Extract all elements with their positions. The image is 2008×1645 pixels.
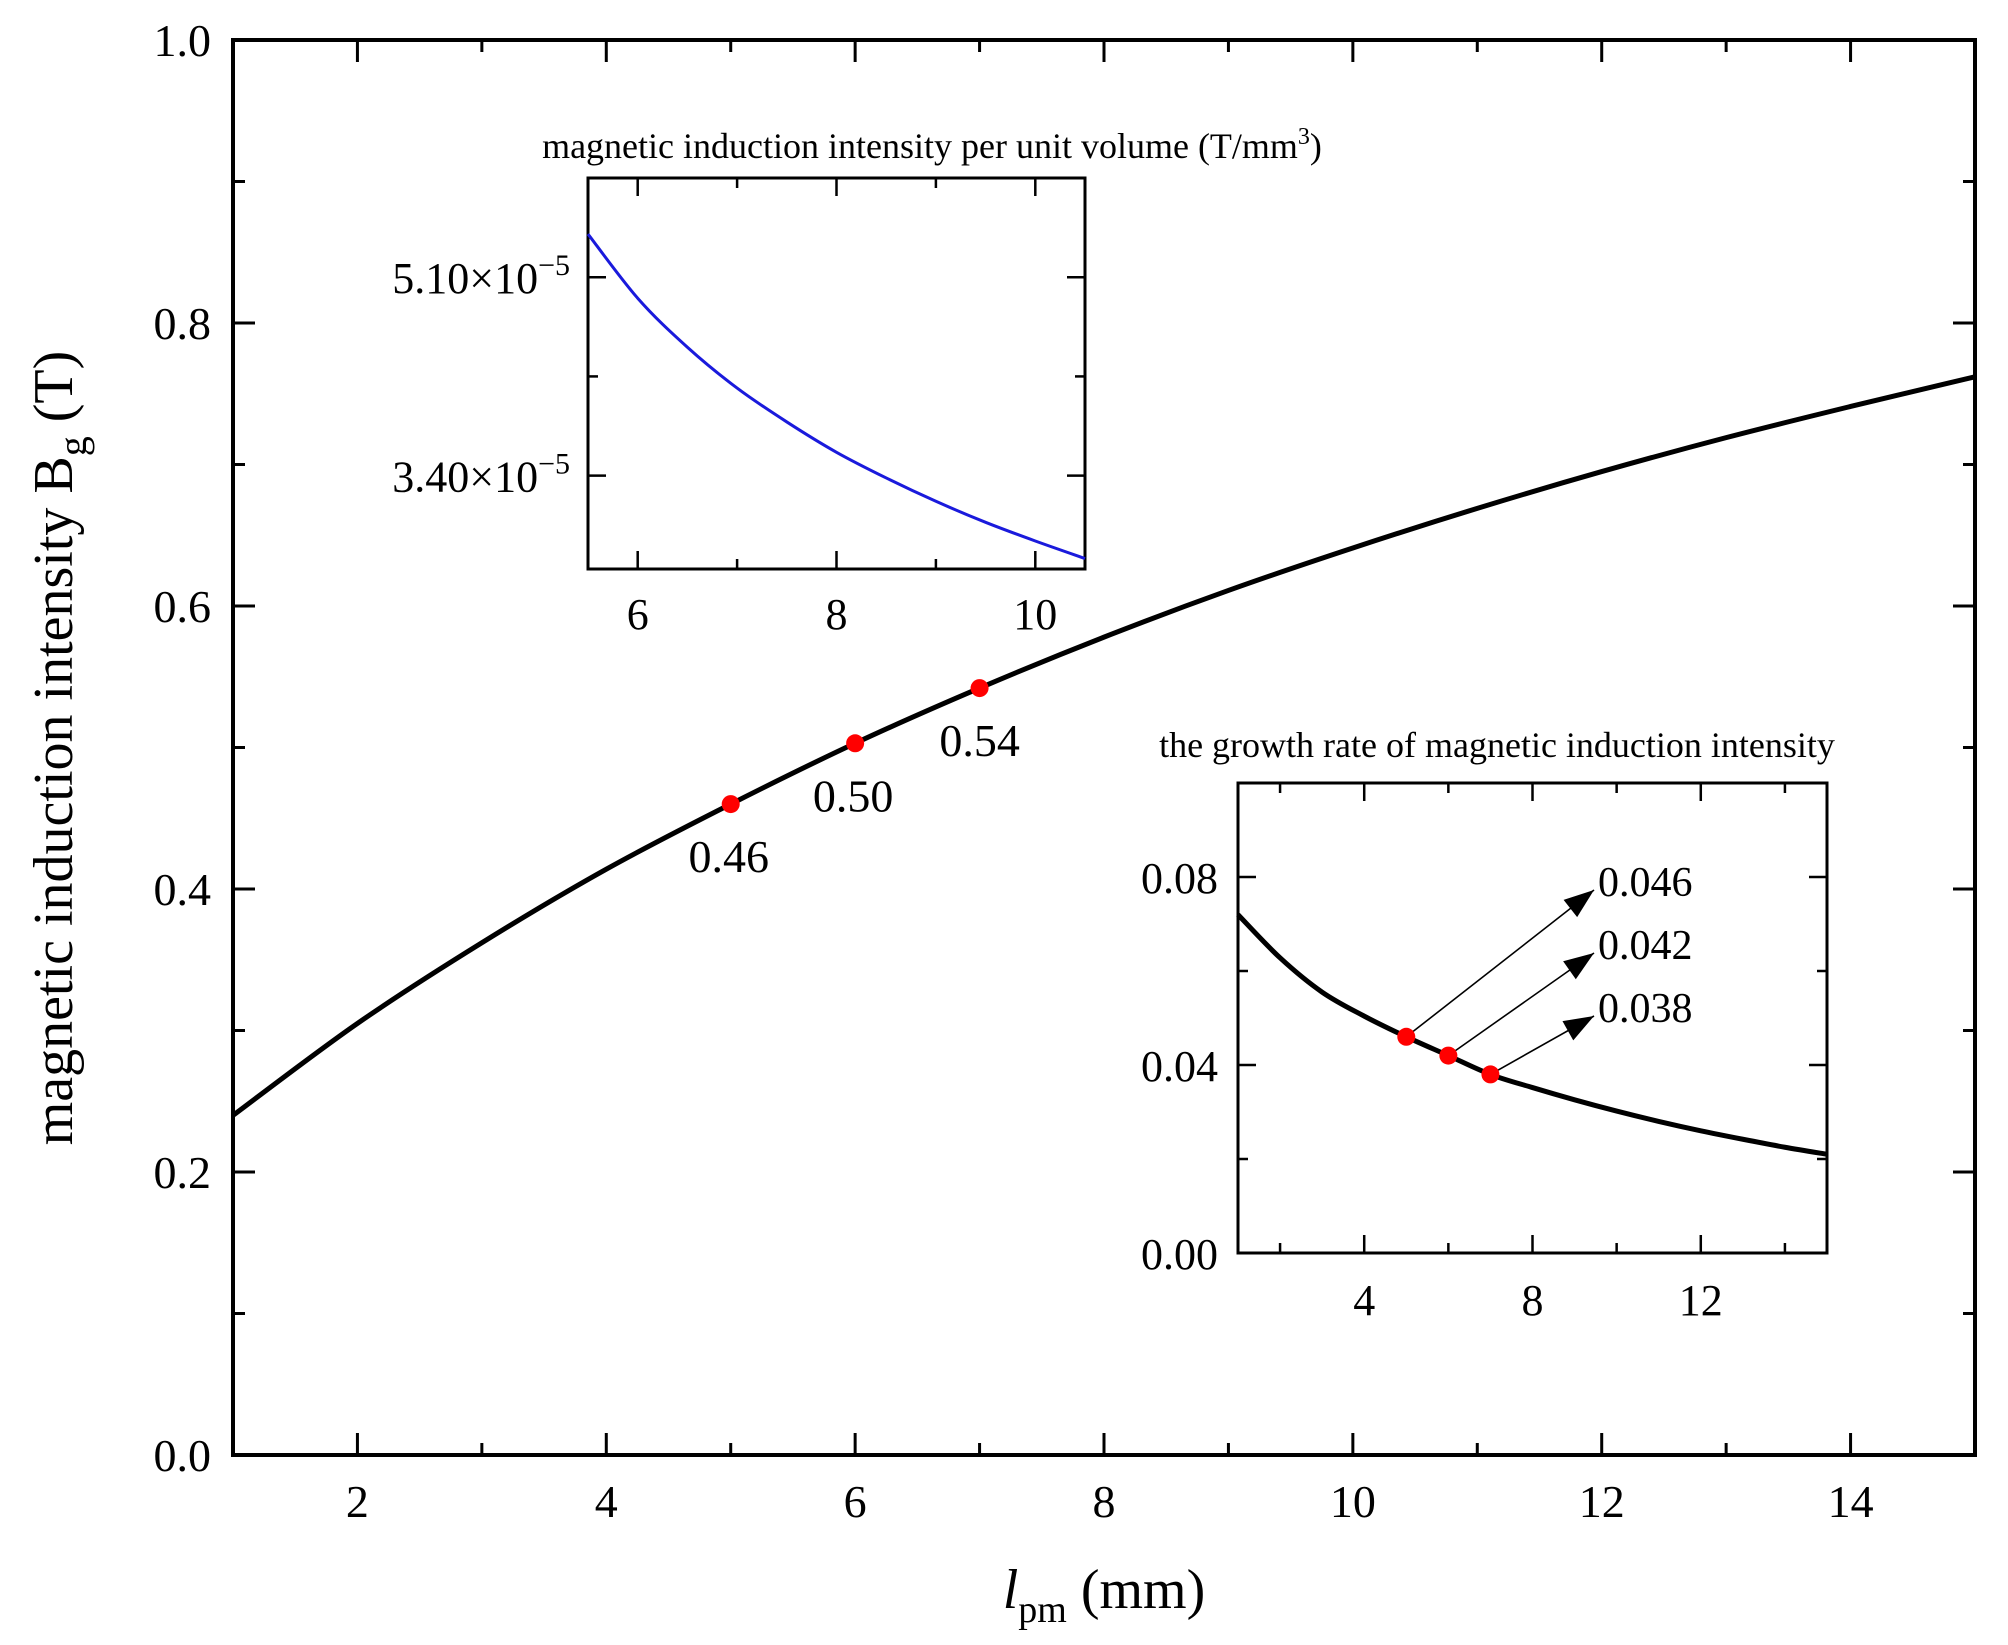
main-x-tick-label: 2 xyxy=(346,1476,369,1527)
x-axis-subscript: pm xyxy=(1018,1589,1067,1631)
main-series-line xyxy=(231,374,1976,1118)
main-x-tick-label: 10 xyxy=(1330,1476,1376,1527)
annotation-arrow-label: 0.046 xyxy=(1598,860,1693,906)
inset-volume-title-text: magnetic induction intensity per unit vo… xyxy=(542,126,1298,166)
main-x-tick-label: 6 xyxy=(844,1476,867,1527)
inset-growth-y-tick-label: 0.00 xyxy=(1141,1230,1218,1279)
main-x-tick-labels: 2 4 6 8 10 12 14 xyxy=(346,1476,1874,1527)
x-axis-variable: l xyxy=(1003,1559,1019,1621)
inset-volume-y-tick-label: 5.10×10−5 xyxy=(392,249,570,303)
main-marker-point xyxy=(846,734,865,753)
inset-growth-y-tick-label: 0.04 xyxy=(1141,1042,1218,1091)
main-marker-label: 0.46 xyxy=(688,831,769,882)
main-y-tick-label: 0.6 xyxy=(154,581,212,632)
main-x-tick-label: 14 xyxy=(1828,1476,1874,1527)
inset-growth-y-tick-labels: 0.00 0.04 0.08 xyxy=(1141,854,1218,1279)
inset-growth-frame xyxy=(1236,781,1829,1255)
inset-growth-series-line xyxy=(1236,912,1828,1157)
main-y-tick-label: 0.0 xyxy=(154,1430,212,1481)
main-marker-point xyxy=(970,679,989,698)
main-x-axis-title: lpm (mm) xyxy=(1003,1559,1206,1631)
inset-growth-tick-marks xyxy=(1238,781,1827,1255)
inset-volume-x-tick-label: 8 xyxy=(826,590,848,639)
inset-volume-x-tick-label: 6 xyxy=(627,590,649,639)
inset-growth-arrows: 0.046 0.042 0.038 xyxy=(1405,860,1693,1076)
main-x-tick-label: 8 xyxy=(1093,1476,1116,1527)
main-y-tick-labels: 0.0 0.2 0.4 0.6 0.8 1.0 xyxy=(154,15,212,1481)
y-axis-subscript: g xyxy=(50,436,95,456)
y-axis-main-text: magnetic induction intensity B xyxy=(23,456,85,1145)
main-y-axis-title: magnetic induction intensity Bg (T) xyxy=(23,351,95,1146)
main-y-tick-label: 0.2 xyxy=(154,1147,212,1198)
inset-growth-marker-point xyxy=(1439,1046,1458,1065)
inset-growth-markers xyxy=(1397,1027,1500,1084)
main-y-tick-label: 0.4 xyxy=(154,864,212,915)
main-tick-marks xyxy=(231,38,1977,1457)
inset-growth-x-tick-label: 8 xyxy=(1522,1276,1544,1325)
y-axis-unit: (T) xyxy=(23,351,85,437)
inset-volume-tick-marks xyxy=(588,176,1085,571)
annotation-arrow-label: 0.042 xyxy=(1598,923,1693,969)
main-marker-point xyxy=(721,795,740,814)
y-tick-mantissa: 3.40×10 xyxy=(392,453,538,502)
inset-volume-title-sup: 3 xyxy=(1298,124,1310,150)
y-tick-mantissa: 5.10×10 xyxy=(392,254,538,303)
main-y-tick-label: 0.8 xyxy=(154,298,212,349)
inset-volume-series-line xyxy=(586,233,1086,560)
main-marker-label: 0.50 xyxy=(813,770,894,821)
inset-growth-marker-point xyxy=(1481,1065,1500,1084)
annotation-arrow-label: 0.038 xyxy=(1598,986,1693,1032)
inset-growth-x-tick-labels: 4 8 12 xyxy=(1353,1276,1723,1325)
inset-volume-y-tick-labels: 3.40×10−55.10×10−5 xyxy=(392,249,570,501)
annotation-arrow-head xyxy=(1563,953,1594,980)
y-tick-exponent: −5 xyxy=(538,448,570,481)
inset-volume-x-tick-labels: 6 8 10 xyxy=(627,590,1058,639)
inset-growth-x-tick-label: 4 xyxy=(1353,1276,1375,1325)
annotation-arrow-head xyxy=(1562,1016,1594,1041)
main-markers: 0.46 0.50 0.54 xyxy=(688,679,1020,882)
main-marker-label: 0.54 xyxy=(939,715,1020,766)
annotation-arrow-head xyxy=(1563,890,1594,918)
inset-volume-title: magnetic induction intensity per unit vo… xyxy=(542,124,1322,166)
main-x-tick-label: 4 xyxy=(595,1476,618,1527)
inset-growth-marker-point xyxy=(1397,1027,1416,1046)
inset-volume-frame xyxy=(586,176,1087,571)
inset-volume-title-end: ) xyxy=(1310,126,1322,166)
inset-growth-x-tick-label: 12 xyxy=(1679,1276,1723,1325)
inset-growth-y-tick-label: 0.08 xyxy=(1141,854,1218,903)
inset-volume-x-tick-label: 10 xyxy=(1013,590,1057,639)
annotation-arrow-line xyxy=(1405,889,1595,1038)
y-tick-exponent: −5 xyxy=(538,249,570,282)
inset-volume-y-tick-label: 3.40×10−5 xyxy=(392,448,570,502)
main-x-tick-label: 12 xyxy=(1579,1476,1625,1527)
inset-volume-plot: magnetic induction intensity per unit vo… xyxy=(392,124,1322,639)
main-plot: 2 4 6 8 10 12 14 0.00.20.40.60.81.0 0.460.500.… xyxy=(23,15,1977,1631)
inset-growth-title: the growth rate of magnetic induction in… xyxy=(1159,725,1835,765)
main-y-tick-label: 1.0 xyxy=(154,15,212,66)
x-axis-unit: (mm) xyxy=(1067,1559,1205,1621)
inset-growth-plot: the growth rate of magnetic induction in… xyxy=(1141,725,1835,1325)
